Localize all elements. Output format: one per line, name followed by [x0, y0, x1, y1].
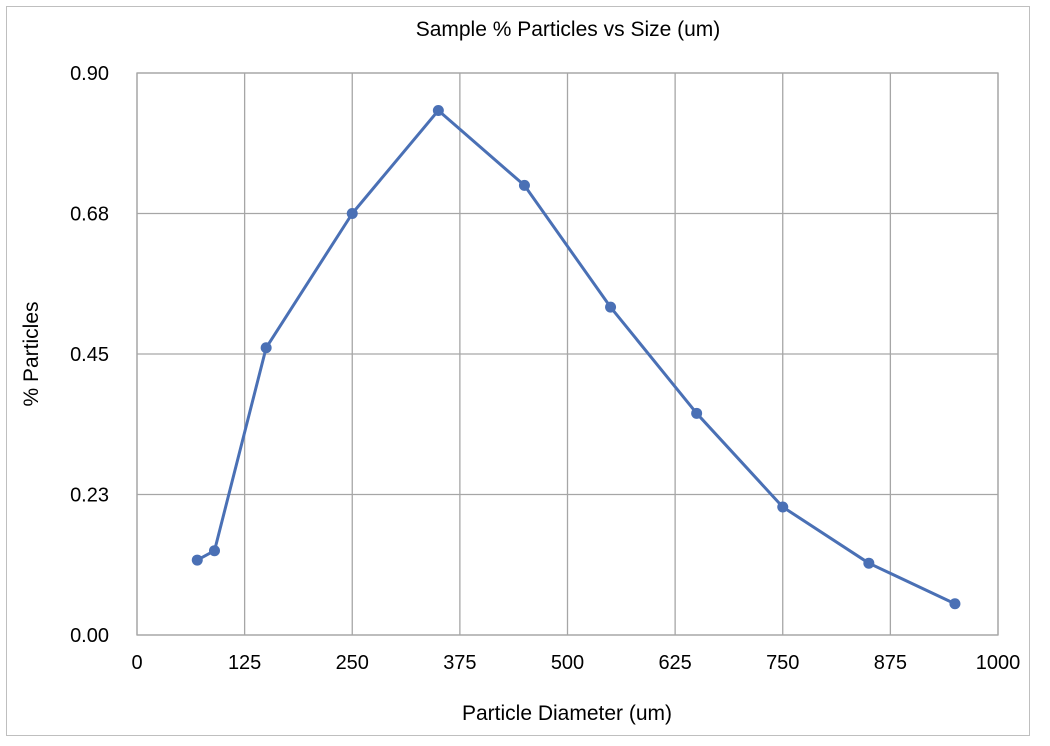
y-tick-label: 0.00: [70, 625, 109, 647]
y-axis-title: % Particles: [20, 301, 43, 406]
y-axis-ticks: 0.00 0.23 0.45 0.68 0.90: [70, 63, 109, 647]
data-point: [777, 501, 789, 513]
plot-area: [136, 72, 999, 636]
data-point: [691, 407, 703, 419]
y-tick-label: 0.90: [70, 63, 109, 85]
data-point: [432, 104, 444, 116]
data-point: [260, 342, 272, 354]
x-tick-label: 625: [658, 652, 691, 674]
data-point: [949, 598, 961, 610]
x-tick-label: 125: [228, 652, 261, 674]
x-tick-label: 0: [131, 652, 142, 674]
chart-title: Sample % Particles vs Size (um): [416, 18, 721, 41]
x-tick-label: 750: [766, 652, 799, 674]
x-tick-label: 250: [336, 652, 369, 674]
x-tick-label: 500: [551, 652, 584, 674]
x-axis-ticks: 0 125 250 375 500 625 750 875 1000: [131, 652, 1020, 674]
x-tick-label: 875: [874, 652, 907, 674]
data-point: [208, 545, 220, 557]
x-tick-label: 1000: [976, 652, 1021, 674]
series-layer: [191, 104, 961, 610]
data-point: [518, 179, 530, 191]
data-point: [605, 301, 617, 313]
chart-area: [6, 6, 1030, 736]
data-point: [346, 208, 358, 219]
data-point: [863, 557, 875, 569]
y-tick-label: 0.45: [70, 344, 109, 366]
x-tick-label: 375: [443, 652, 476, 674]
series-line: [196, 108, 956, 606]
y-tick-label: 0.68: [70, 204, 109, 226]
x-axis-title: Particle Diameter (um): [462, 702, 672, 725]
gridlines: [136, 72, 999, 636]
data-point: [191, 554, 203, 566]
y-tick-label: 0.23: [70, 485, 109, 507]
